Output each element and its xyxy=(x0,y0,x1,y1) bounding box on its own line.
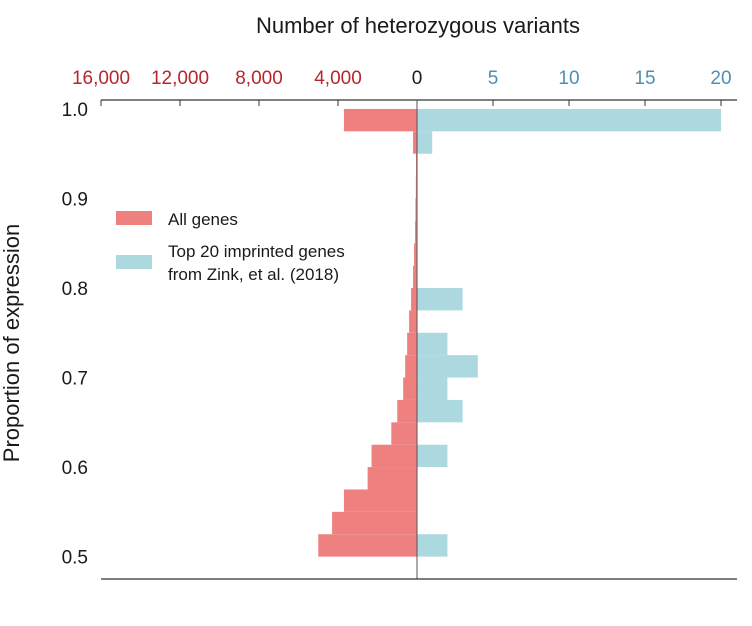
legend-label-imprinted-genes-line1: Top 20 imprinted genes xyxy=(168,242,345,261)
imprinted-genes-bar-11 xyxy=(417,288,463,311)
all-genes-bar-2 xyxy=(343,489,417,512)
imprinted-genes-bar-9 xyxy=(417,332,448,356)
imprinted-genes-bar-6 xyxy=(417,399,463,423)
all-genes-bar-19 xyxy=(343,108,417,132)
y-tick-label-0: 1.0 xyxy=(62,100,88,121)
imprinted-genes-bar-8 xyxy=(417,355,478,378)
y-tick-label-2: 0.8 xyxy=(62,279,88,300)
all-genes-bar-8 xyxy=(405,355,417,378)
all-genes-bar-4 xyxy=(371,444,417,468)
top-tick-label-right-0: 5 xyxy=(488,68,499,89)
all-genes-bar-1 xyxy=(332,511,417,535)
y-tick-label-4: 0.6 xyxy=(62,458,88,479)
imprinted-genes-bar-4 xyxy=(417,444,448,468)
all-genes-bar-16 xyxy=(415,176,417,199)
y-axis-label: Proportion of expression xyxy=(0,224,24,462)
legend-swatch-all-genes xyxy=(116,211,152,225)
all-genes-bar-0 xyxy=(318,534,417,557)
all-genes-bar-10 xyxy=(409,310,417,333)
legend-swatch-imprinted-genes xyxy=(116,255,152,269)
legend-label-all-genes: All genes xyxy=(168,210,238,229)
all-genes-bars xyxy=(318,108,417,557)
all-genes-bar-7 xyxy=(403,377,417,400)
all-genes-bar-18 xyxy=(413,131,417,154)
top-axis-tick-labels: 16,000 12,000 8,000 4,000 0 5 10 15 20 xyxy=(72,68,732,89)
all-genes-bar-15 xyxy=(415,198,417,221)
top-tick-label-zero: 0 xyxy=(412,68,423,89)
y-tick-label-5: 0.5 xyxy=(62,548,88,569)
legend: All genes Top 20 imprinted genes from Zi… xyxy=(116,210,345,284)
top-tick-label-right-3: 20 xyxy=(710,68,731,89)
imprinted-genes-bars xyxy=(417,108,721,557)
imprinted-genes-bar-18 xyxy=(417,131,433,154)
top-tick-label-left-1: 12,000 xyxy=(151,68,209,89)
y-axis-tick-labels: 1.0 0.9 0.8 0.7 0.6 0.5 xyxy=(62,100,88,569)
legend-label-imprinted-genes-line2: from Zink, et al. (2018) xyxy=(168,265,339,284)
all-genes-bar-14 xyxy=(415,220,417,244)
all-genes-bar-13 xyxy=(414,243,417,266)
all-genes-bar-5 xyxy=(391,422,417,445)
all-genes-bar-3 xyxy=(367,467,417,490)
all-genes-bar-9 xyxy=(407,332,417,356)
top-tick-label-right-1: 10 xyxy=(558,68,579,89)
top-tick-label-left-0: 16,000 xyxy=(72,68,130,89)
chart-title: Number of heterozygous variants xyxy=(256,13,580,38)
imprinted-genes-bar-0 xyxy=(417,534,448,557)
imprinted-genes-bar-19 xyxy=(417,108,721,132)
all-genes-bar-11 xyxy=(411,288,417,311)
top-tick-label-left-3: 4,000 xyxy=(314,68,362,89)
all-genes-bar-6 xyxy=(397,399,417,423)
top-tick-label-left-2: 8,000 xyxy=(235,68,283,89)
imprinted-genes-bar-7 xyxy=(417,377,448,400)
top-axis-tick-marks xyxy=(100,100,722,106)
y-tick-label-3: 0.7 xyxy=(62,369,88,390)
y-tick-label-1: 0.9 xyxy=(62,189,88,210)
all-genes-bar-12 xyxy=(413,265,417,289)
top-tick-label-right-2: 15 xyxy=(634,68,655,89)
